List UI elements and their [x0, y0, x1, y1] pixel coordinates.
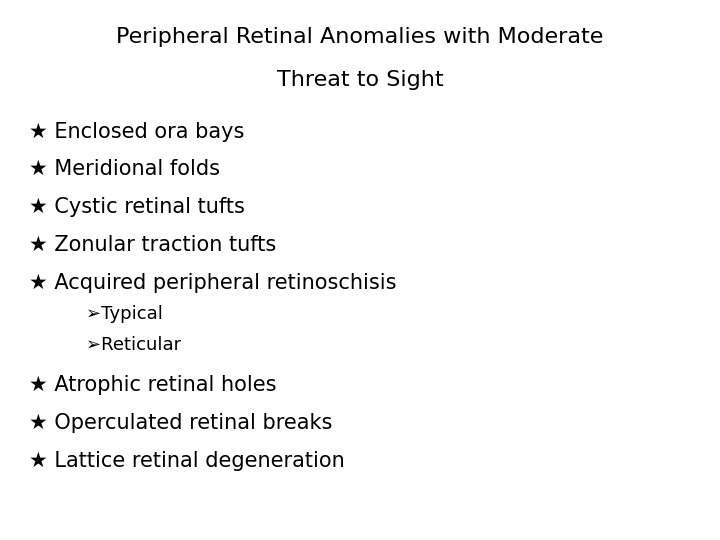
Text: ★ Cystic retinal tufts: ★ Cystic retinal tufts — [29, 197, 245, 217]
Text: ★ Operculated retinal breaks: ★ Operculated retinal breaks — [29, 413, 332, 433]
Text: ➢Typical: ➢Typical — [86, 305, 163, 323]
Text: ★ Enclosed ora bays: ★ Enclosed ora bays — [29, 122, 244, 141]
Text: ★ Acquired peripheral retinoschisis: ★ Acquired peripheral retinoschisis — [29, 273, 396, 293]
Text: ★ Meridional folds: ★ Meridional folds — [29, 159, 220, 179]
Text: ➢Reticular: ➢Reticular — [86, 336, 181, 354]
Text: ★ Zonular traction tufts: ★ Zonular traction tufts — [29, 235, 276, 255]
Text: Peripheral Retinal Anomalies with Moderate: Peripheral Retinal Anomalies with Modera… — [117, 27, 603, 47]
Text: Threat to Sight: Threat to Sight — [276, 70, 444, 90]
Text: ★ Atrophic retinal holes: ★ Atrophic retinal holes — [29, 375, 276, 395]
Text: ★ Lattice retinal degeneration: ★ Lattice retinal degeneration — [29, 451, 345, 471]
